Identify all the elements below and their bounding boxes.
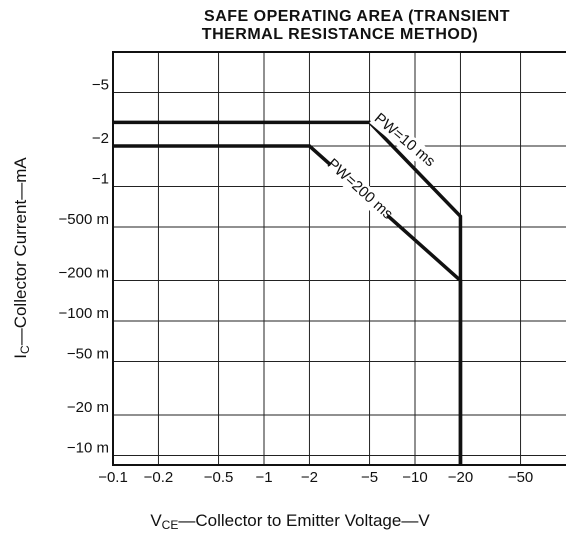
x-tick-label: −5 <box>361 469 378 486</box>
x-tick-label: −0.1 <box>98 469 128 486</box>
y-tick-label: −5 <box>92 76 109 93</box>
series-line <box>113 144 463 465</box>
plot-frame <box>112 51 566 466</box>
x-label-subscript: CE <box>162 518 179 532</box>
annotation-background <box>325 157 394 222</box>
y-tick-label: −10 m <box>67 439 109 456</box>
x-label-text: —Collector to Emitter Voltage—V <box>178 511 430 530</box>
y-tick-label: −500 m <box>59 211 109 228</box>
x-tick-label: −2 <box>301 469 318 486</box>
series-annotation: PW=200 ms <box>324 155 396 223</box>
y-label-text: —Collector Current—mA <box>11 157 30 346</box>
y-label-subscript: C <box>18 345 32 354</box>
y-tick-label: −20 m <box>67 399 109 416</box>
x-tick-label: −0.5 <box>204 469 234 486</box>
chart-title: SAFE OPERATING AREA (TRANSIENT <box>204 8 510 25</box>
y-axis-label: IC—Collector Current—mA <box>11 157 32 359</box>
y-tick-label: −50 m <box>67 345 109 362</box>
y-tick-label: −2 <box>92 130 109 147</box>
series-line <box>113 120 463 465</box>
series-annotation: PW=10 ms <box>371 110 438 170</box>
y-tick-label: −1 <box>92 170 109 187</box>
x-axis-label: VCE—Collector to Emitter Voltage—V <box>150 511 430 532</box>
x-tick-label: −0.2 <box>144 469 174 486</box>
annotation-background <box>369 109 440 172</box>
y-tick-label: −100 m <box>59 305 109 322</box>
x-tick-label: −20 <box>448 469 473 486</box>
y-label-symbol: I <box>11 354 30 359</box>
chart-title: THERMAL RESISTANCE METHOD) <box>202 26 478 43</box>
x-tick-label: −10 <box>402 469 427 486</box>
plot-area <box>112 51 566 466</box>
x-tick-label: −1 <box>255 469 272 486</box>
y-tick-label: −200 m <box>59 264 109 281</box>
x-tick-label: −50 <box>508 469 533 486</box>
x-label-symbol: V <box>150 511 162 530</box>
